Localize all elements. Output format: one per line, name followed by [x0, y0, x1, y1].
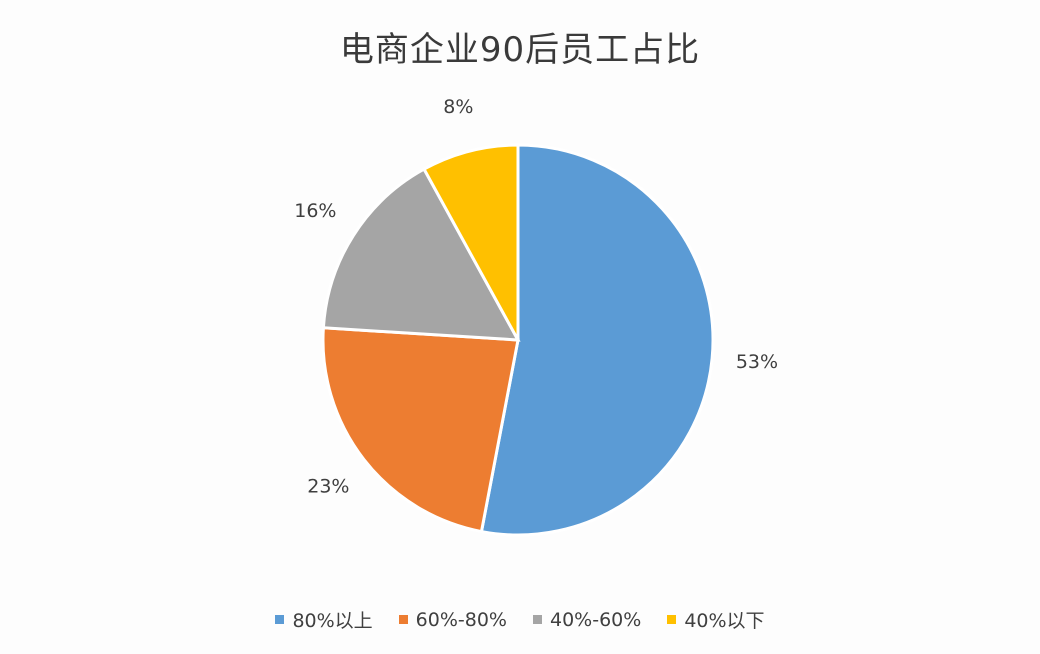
legend-swatch-1 [275, 615, 285, 624]
data-label-2: 23% [307, 476, 349, 498]
chart-title: 电商企业90后员工占比 [339, 30, 701, 70]
legend-swatch-3 [533, 615, 542, 624]
legend-item-1: 80%以上 [275, 606, 373, 633]
data-label-4: 8% [443, 96, 473, 118]
pie-slice-4 [422, 143, 520, 341]
legend-item-3: 40%-60% [533, 606, 641, 633]
pie-slice-1 [479, 143, 715, 537]
legend-item-2: 60%-80% [398, 606, 507, 633]
legend-label-4: 40%以下 [684, 610, 765, 632]
pie-slice-2 [321, 326, 520, 534]
data-label-1: 53% [736, 351, 778, 373]
legend-swatch-4 [667, 615, 677, 624]
legend-swatch-2 [398, 615, 408, 624]
chart-legend: 80%以上 60%-80% 40%-60% 40%以下 [0, 606, 1040, 633]
legend-label-1: 80%以上 [292, 610, 373, 632]
pie-slice-3 [321, 167, 521, 342]
legend-item-4: 40%以下 [667, 606, 765, 633]
data-label-3: 16% [294, 200, 336, 222]
legend-label-3: 40%-60% [550, 608, 642, 631]
legend-label-2: 60%-80% [415, 608, 507, 631]
